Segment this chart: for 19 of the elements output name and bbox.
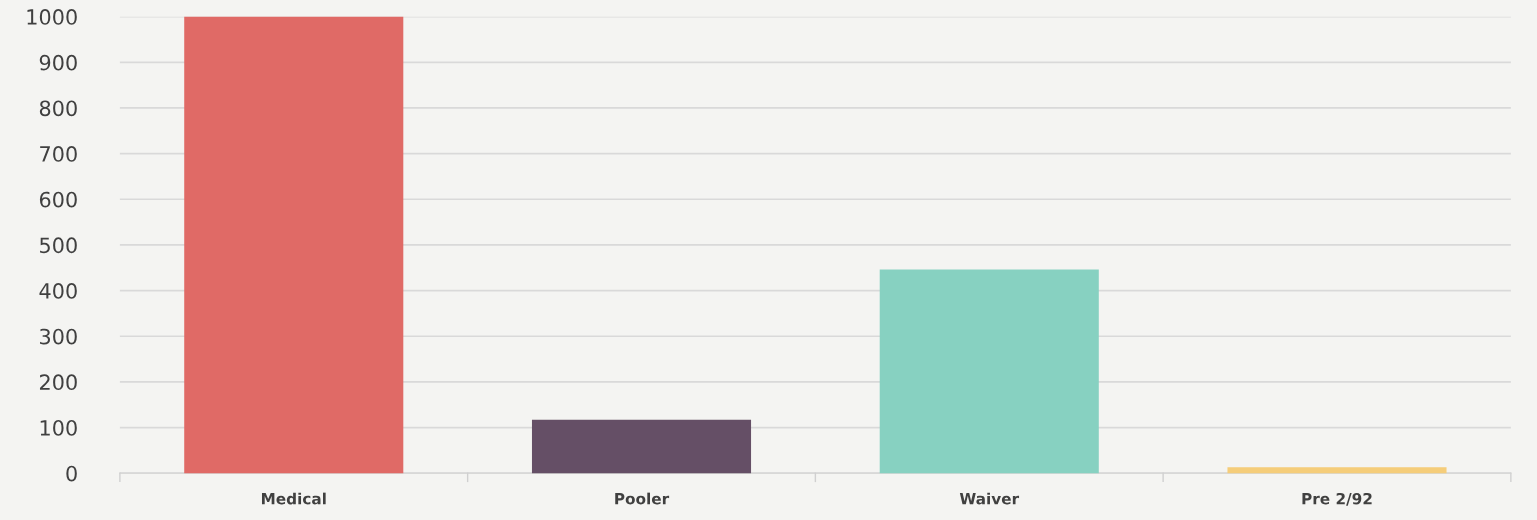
y-tick-label: 700	[40, 146, 77, 162]
bar	[1227, 467, 1447, 474]
y-tick-label: 900	[39, 54, 77, 71]
y-tick-label: 600	[39, 191, 77, 208]
y-tick-label: 500	[40, 237, 77, 254]
y-tick-label: 200	[39, 374, 77, 391]
x-tick-label: Pooler	[615, 492, 670, 505]
y-tick-label: 800	[39, 100, 77, 117]
y-tick-label: 300	[40, 328, 77, 345]
y-tick-label: 400	[39, 283, 77, 299]
x-tick-label: Medical	[261, 492, 326, 505]
y-tick-label: 0	[66, 465, 77, 482]
bar	[879, 269, 1099, 474]
y-tick-label: 1000	[27, 9, 77, 25]
x-tick-label: Pre 2/92	[1302, 492, 1372, 506]
y-tick-label: 100	[40, 420, 77, 436]
bar	[531, 419, 752, 474]
bar	[184, 16, 404, 474]
x-tick-label: Waiver	[959, 492, 1020, 505]
